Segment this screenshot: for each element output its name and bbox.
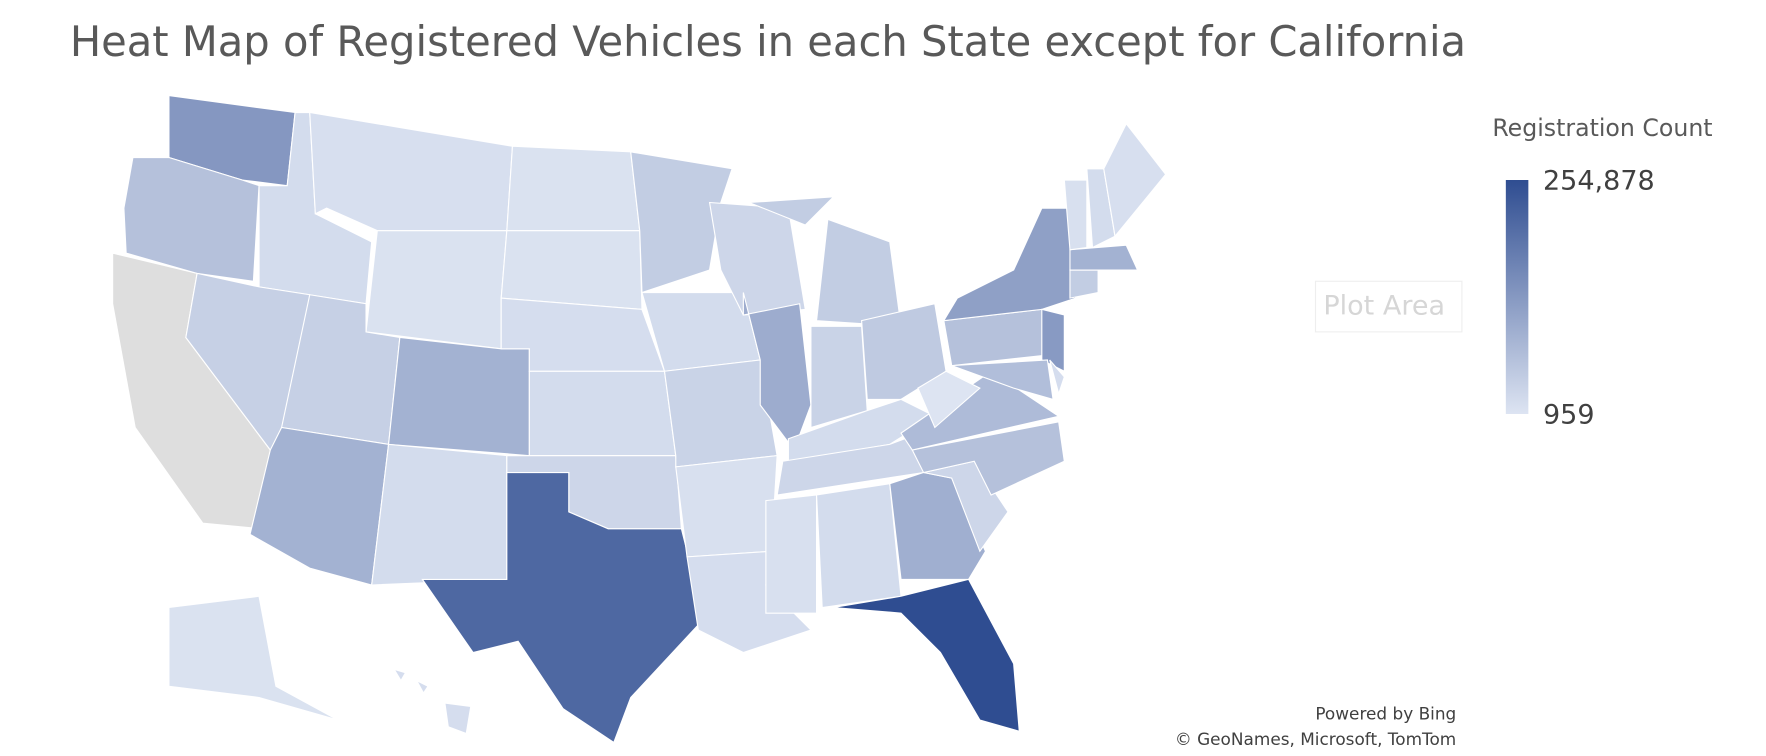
- plot-area-box: [1314, 280, 1463, 333]
- region: [392, 668, 472, 735]
- region: [917, 370, 981, 429]
- region: [951, 359, 1054, 401]
- region: [1069, 269, 1099, 299]
- legend-max: 254,878: [1543, 166, 1655, 197]
- chart-title: Heat Map of Registered Vehicles in each …: [70, 17, 1466, 66]
- region: [506, 145, 641, 232]
- color-bar: [1505, 180, 1529, 414]
- region: [942, 207, 1082, 322]
- region: [815, 483, 902, 609]
- region: [309, 111, 514, 232]
- region: [365, 230, 508, 350]
- region: [675, 454, 778, 558]
- region: [123, 156, 260, 282]
- region: [1103, 122, 1167, 238]
- region: [528, 370, 677, 457]
- region: [742, 292, 812, 452]
- region: [630, 151, 733, 294]
- region: [911, 421, 1065, 496]
- map: [123, 94, 1167, 744]
- region: [833, 578, 1020, 733]
- region: [421, 471, 705, 744]
- region: [1041, 308, 1065, 373]
- region: [1049, 359, 1065, 396]
- credit: Powered by Bing: [1315, 703, 1456, 723]
- credit: © GeoNames, Microsoft, TomTom: [1175, 729, 1456, 749]
- region: [810, 325, 868, 429]
- region: [500, 230, 643, 310]
- region: [249, 426, 390, 586]
- region: [371, 443, 508, 586]
- region: [168, 94, 296, 187]
- legend-title: Registration Count: [1492, 114, 1712, 142]
- region: [387, 336, 530, 457]
- region: [765, 494, 818, 614]
- legend-min: 959: [1543, 400, 1595, 431]
- region: [168, 595, 339, 721]
- region: [1063, 179, 1088, 251]
- plot-area-label: Plot Area: [1323, 291, 1445, 322]
- region: [1069, 244, 1139, 271]
